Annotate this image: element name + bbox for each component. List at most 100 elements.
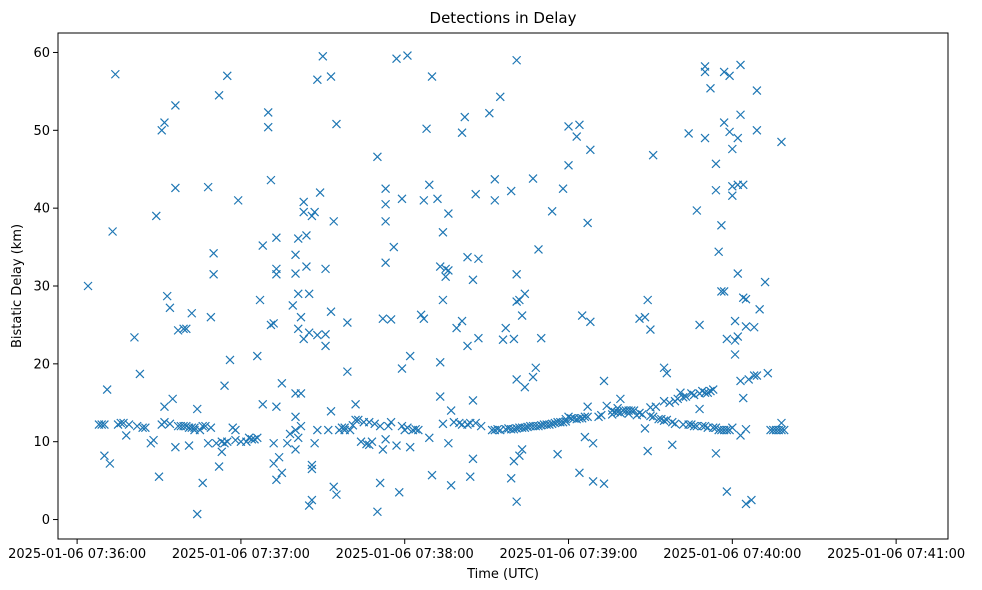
data-point-x-marker	[547, 419, 557, 429]
data-point-x-marker	[536, 333, 546, 343]
data-point-x-marker	[291, 250, 300, 260]
data-point-x-marker	[266, 175, 276, 185]
data-point-x-marker	[299, 197, 309, 207]
data-point-x-marker	[514, 451, 524, 461]
y-tick-label: 40	[33, 202, 50, 217]
data-point-x-marker	[435, 262, 445, 271]
data-point-x-marker	[441, 272, 451, 282]
data-point-x-marker	[520, 382, 530, 392]
data-point-x-marker	[517, 445, 527, 454]
data-point-x-marker	[326, 406, 336, 416]
data-point-x-marker	[777, 425, 786, 435]
data-point-x-marker	[108, 227, 118, 236]
data-point-x-marker	[512, 497, 522, 507]
data-point-x-marker	[457, 128, 467, 138]
data-point-x-marker	[580, 432, 590, 442]
data-point-x-marker	[643, 446, 653, 456]
data-point-x-marker	[321, 329, 330, 339]
data-point-x-marker	[706, 386, 715, 396]
data-point-x-marker	[192, 509, 202, 519]
data-point-x-marker	[695, 320, 704, 330]
data-point-x-marker	[435, 357, 445, 367]
data-point-x-marker	[332, 490, 341, 500]
data-point-x-marker	[476, 421, 486, 431]
data-point-x-marker	[744, 374, 754, 384]
data-point-x-marker	[372, 152, 382, 162]
data-point-x-marker	[512, 297, 522, 306]
data-point-x-marker	[370, 419, 380, 429]
data-point-x-marker	[318, 51, 328, 61]
data-point-x-marker	[509, 424, 519, 434]
data-point-x-marker	[443, 438, 453, 448]
data-point-x-marker	[471, 418, 481, 428]
data-point-x-marker	[711, 448, 721, 458]
data-point-x-marker	[700, 133, 710, 143]
data-point-x-marker	[312, 330, 322, 340]
data-point-x-marker	[686, 420, 696, 429]
data-point-x-marker	[293, 324, 303, 334]
data-point-x-marker	[692, 206, 702, 215]
data-point-x-marker	[233, 195, 243, 205]
data-point-x-marker	[438, 227, 448, 237]
data-point-x-marker	[386, 417, 396, 427]
data-point-x-marker	[468, 396, 478, 405]
data-point-x-marker	[83, 281, 93, 291]
data-point-x-marker	[722, 334, 732, 344]
data-point-x-marker	[752, 86, 762, 96]
data-point-x-marker	[323, 425, 333, 435]
data-point-x-marker	[138, 423, 148, 433]
data-point-x-marker	[269, 438, 279, 448]
data-point-x-marker	[416, 310, 426, 320]
y-tick-label: 60	[33, 46, 50, 61]
data-point-x-marker	[613, 407, 623, 417]
data-point-x-marker	[662, 415, 672, 425]
data-point-x-marker	[321, 341, 330, 351]
data-point-x-marker	[659, 396, 669, 406]
data-point-x-marker	[520, 289, 530, 299]
data-point-x-marker	[293, 234, 303, 243]
data-point-x-marker	[110, 69, 120, 79]
data-point-x-marker	[206, 423, 216, 433]
data-point-x-marker	[168, 394, 178, 404]
data-point-x-marker	[517, 311, 527, 321]
y-tick-label: 50	[33, 124, 50, 139]
data-point-x-marker	[375, 421, 385, 431]
data-point-x-marker	[372, 507, 382, 517]
data-point-x-marker	[733, 133, 743, 143]
data-point-x-marker	[446, 406, 456, 415]
data-point-x-marker	[673, 394, 683, 404]
data-point-x-marker	[665, 398, 674, 408]
data-point-x-marker	[645, 411, 655, 421]
x-tick-label: 2025-01-06 07:37:00	[172, 547, 310, 562]
data-point-x-marker	[727, 191, 737, 201]
data-point-x-marker	[534, 244, 543, 254]
data-point-x-marker	[433, 194, 442, 204]
data-point-x-marker	[629, 406, 639, 415]
data-point-x-marker	[599, 376, 609, 386]
data-point-x-marker	[209, 269, 219, 279]
data-point-x-marker	[274, 452, 284, 462]
data-point-x-marker	[607, 406, 617, 415]
data-point-x-marker	[179, 324, 189, 334]
data-point-x-marker	[719, 118, 729, 127]
data-point-x-marker	[375, 478, 385, 488]
data-point-x-marker	[389, 242, 399, 252]
data-point-x-marker	[271, 233, 281, 243]
y-tick-label: 30	[33, 280, 50, 295]
data-point-x-marker	[271, 475, 281, 485]
data-point-x-marker	[558, 184, 568, 194]
x-tick-label: 2025-01-06 07:38:00	[336, 547, 474, 562]
plot-frame	[57, 32, 949, 540]
data-point-x-marker	[277, 468, 287, 478]
data-point-x-marker	[615, 394, 625, 404]
data-point-x-marker	[162, 291, 172, 301]
data-point-x-marker	[206, 312, 216, 322]
data-point-x-marker	[304, 501, 314, 510]
data-point-x-marker	[654, 414, 664, 424]
data-point-x-marker	[105, 459, 115, 468]
data-point-x-marker	[730, 350, 740, 359]
data-point-x-marker	[583, 402, 593, 412]
data-point-x-marker	[181, 421, 191, 431]
data-point-x-marker	[282, 438, 292, 448]
